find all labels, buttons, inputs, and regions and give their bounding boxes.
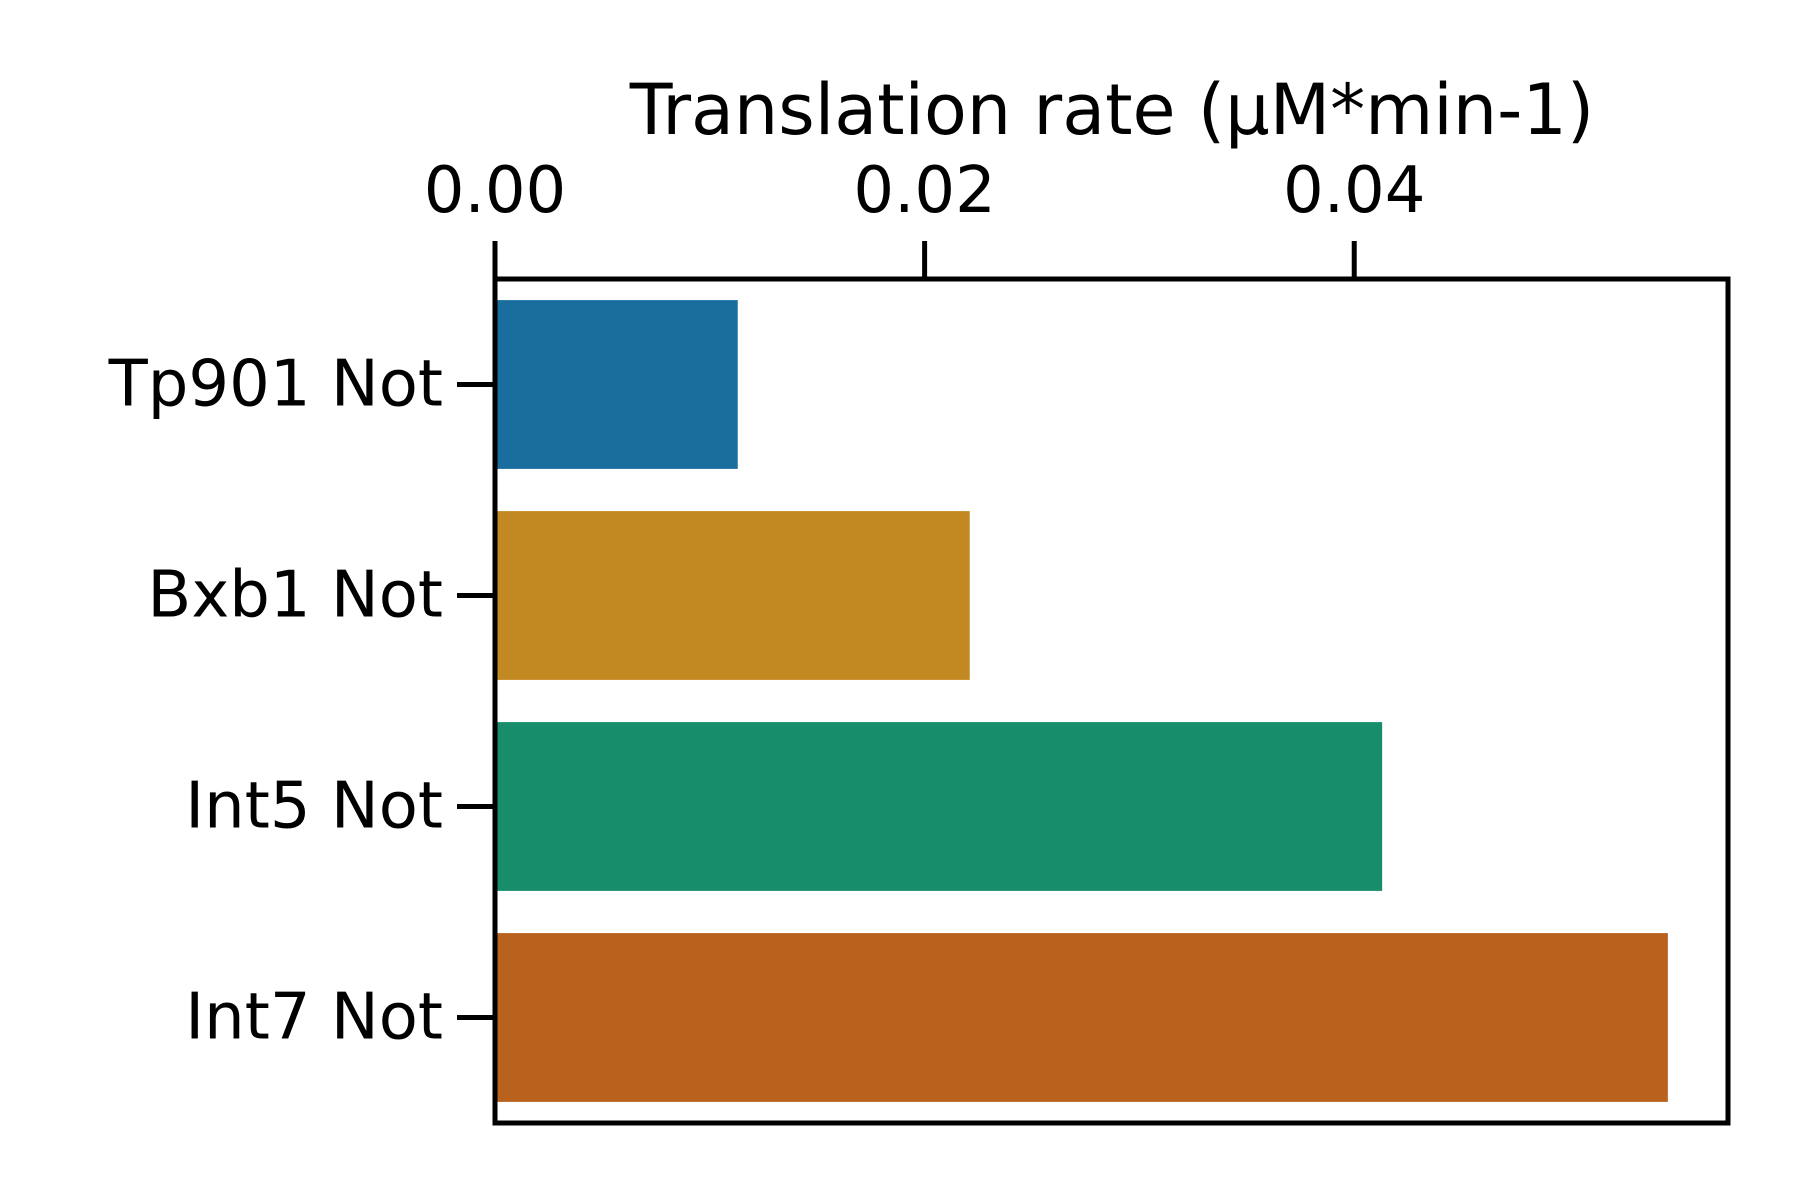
x-tick-label-2: 0.04 — [1283, 154, 1426, 228]
y-tick-label-tp901-not: Tp901 Not — [108, 348, 443, 422]
bar-tp901-not — [495, 300, 738, 469]
y-tick-label-bxb1-not: Bxb1 Not — [147, 559, 443, 633]
x-tick-label-0: 0.00 — [424, 154, 567, 228]
bar-int5-not — [495, 722, 1383, 891]
bar-bxb1-not — [495, 511, 970, 680]
plot-area-frame — [492, 276, 1731, 1126]
x-tick-label-1: 0.02 — [853, 154, 996, 228]
x-axis-title: Translation rate (µM*min-1) — [629, 69, 1594, 151]
y-tick-label-int5-not: Int5 Not — [185, 770, 443, 844]
bars-layer — [495, 300, 1668, 1102]
bar-int7-not — [495, 933, 1668, 1102]
ticks-layer: Tp901 Not Bxb1 Not Int5 Not Int7 Not 0.00 0.0… — [108, 154, 1426, 1055]
y-tick-label-int7-not: Int7 Not — [185, 981, 443, 1055]
